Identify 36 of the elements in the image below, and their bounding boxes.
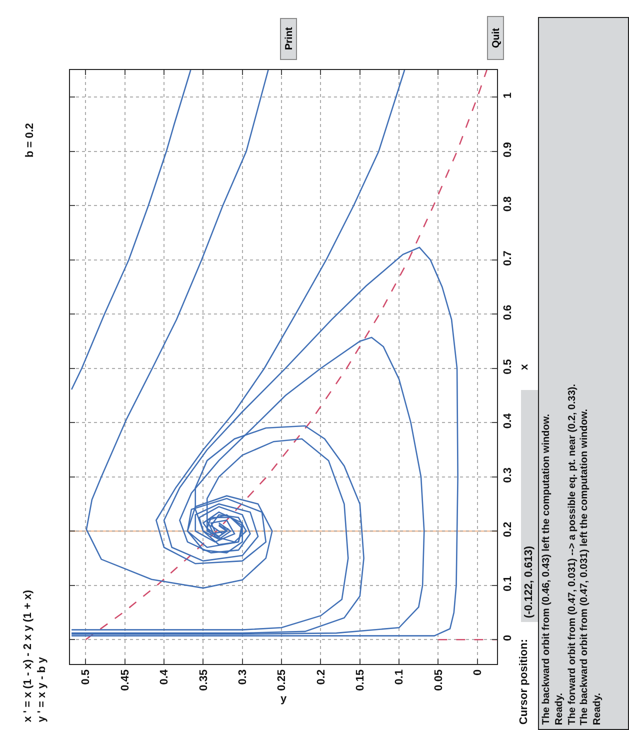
text: x ' = x (1 - x) - 2 x y (1 + x) — [22, 590, 35, 722]
text: b = 0.2 — [24, 123, 37, 158]
y-tick-label: 0.7 — [502, 250, 514, 266]
text: Ready. — [592, 692, 604, 725]
text: y ' = x y - b y — [36, 656, 49, 722]
text: The backward orbit from (0.46, 0.43) left the computation window. — [541, 414, 553, 725]
y-tick-label: 0.4 — [502, 412, 514, 429]
text: Ready. — [554, 692, 566, 725]
text: The forward orbit from (0.47, 0.031) --> a possible eq. pt. near (0.2, 0.33). — [566, 384, 579, 725]
x-tick-label: 0.3 — [236, 669, 249, 685]
text: Cursor position: — [518, 639, 531, 725]
text: (-0.122, 0.613) — [523, 546, 536, 618]
x-tick-label: 0.5 — [80, 669, 92, 685]
x-axis-title: y — [280, 693, 288, 706]
y-tick-label: 0.9 — [502, 142, 514, 158]
x-tick-label: 0 — [472, 669, 484, 676]
x-tick-label: 0.1 — [394, 669, 406, 685]
y-tick-label: 0 — [502, 634, 514, 642]
x-tick-label: 0.25 — [276, 669, 288, 691]
y-tick-label: 0.2 — [502, 522, 514, 538]
x-tick-label: 0.15 — [354, 669, 366, 691]
x-tick-label: 0.4 — [158, 668, 171, 685]
y-tick-label: 0.3 — [502, 468, 514, 483]
x-tick-label: 0.35 — [198, 669, 210, 691]
y-tick-label: 0.5 — [502, 359, 514, 374]
y-tick-label: 0.8 — [502, 196, 514, 212]
y-tick-label: 0.6 — [502, 304, 514, 320]
x-tick-label: 0.05 — [432, 669, 445, 691]
x-tick-label: 0.45 — [119, 669, 132, 691]
x-tick-label: 0.2 — [315, 669, 328, 685]
y-tick-label: 0.1 — [502, 576, 514, 592]
text: Quit — [487, 16, 504, 60]
y-tick-label: 1 — [502, 92, 514, 99]
y-axis-title: x — [518, 363, 530, 370]
text: The backward orbit from (0.47, 0.031) left the computation window. — [579, 408, 592, 725]
text: Print — [280, 18, 297, 60]
